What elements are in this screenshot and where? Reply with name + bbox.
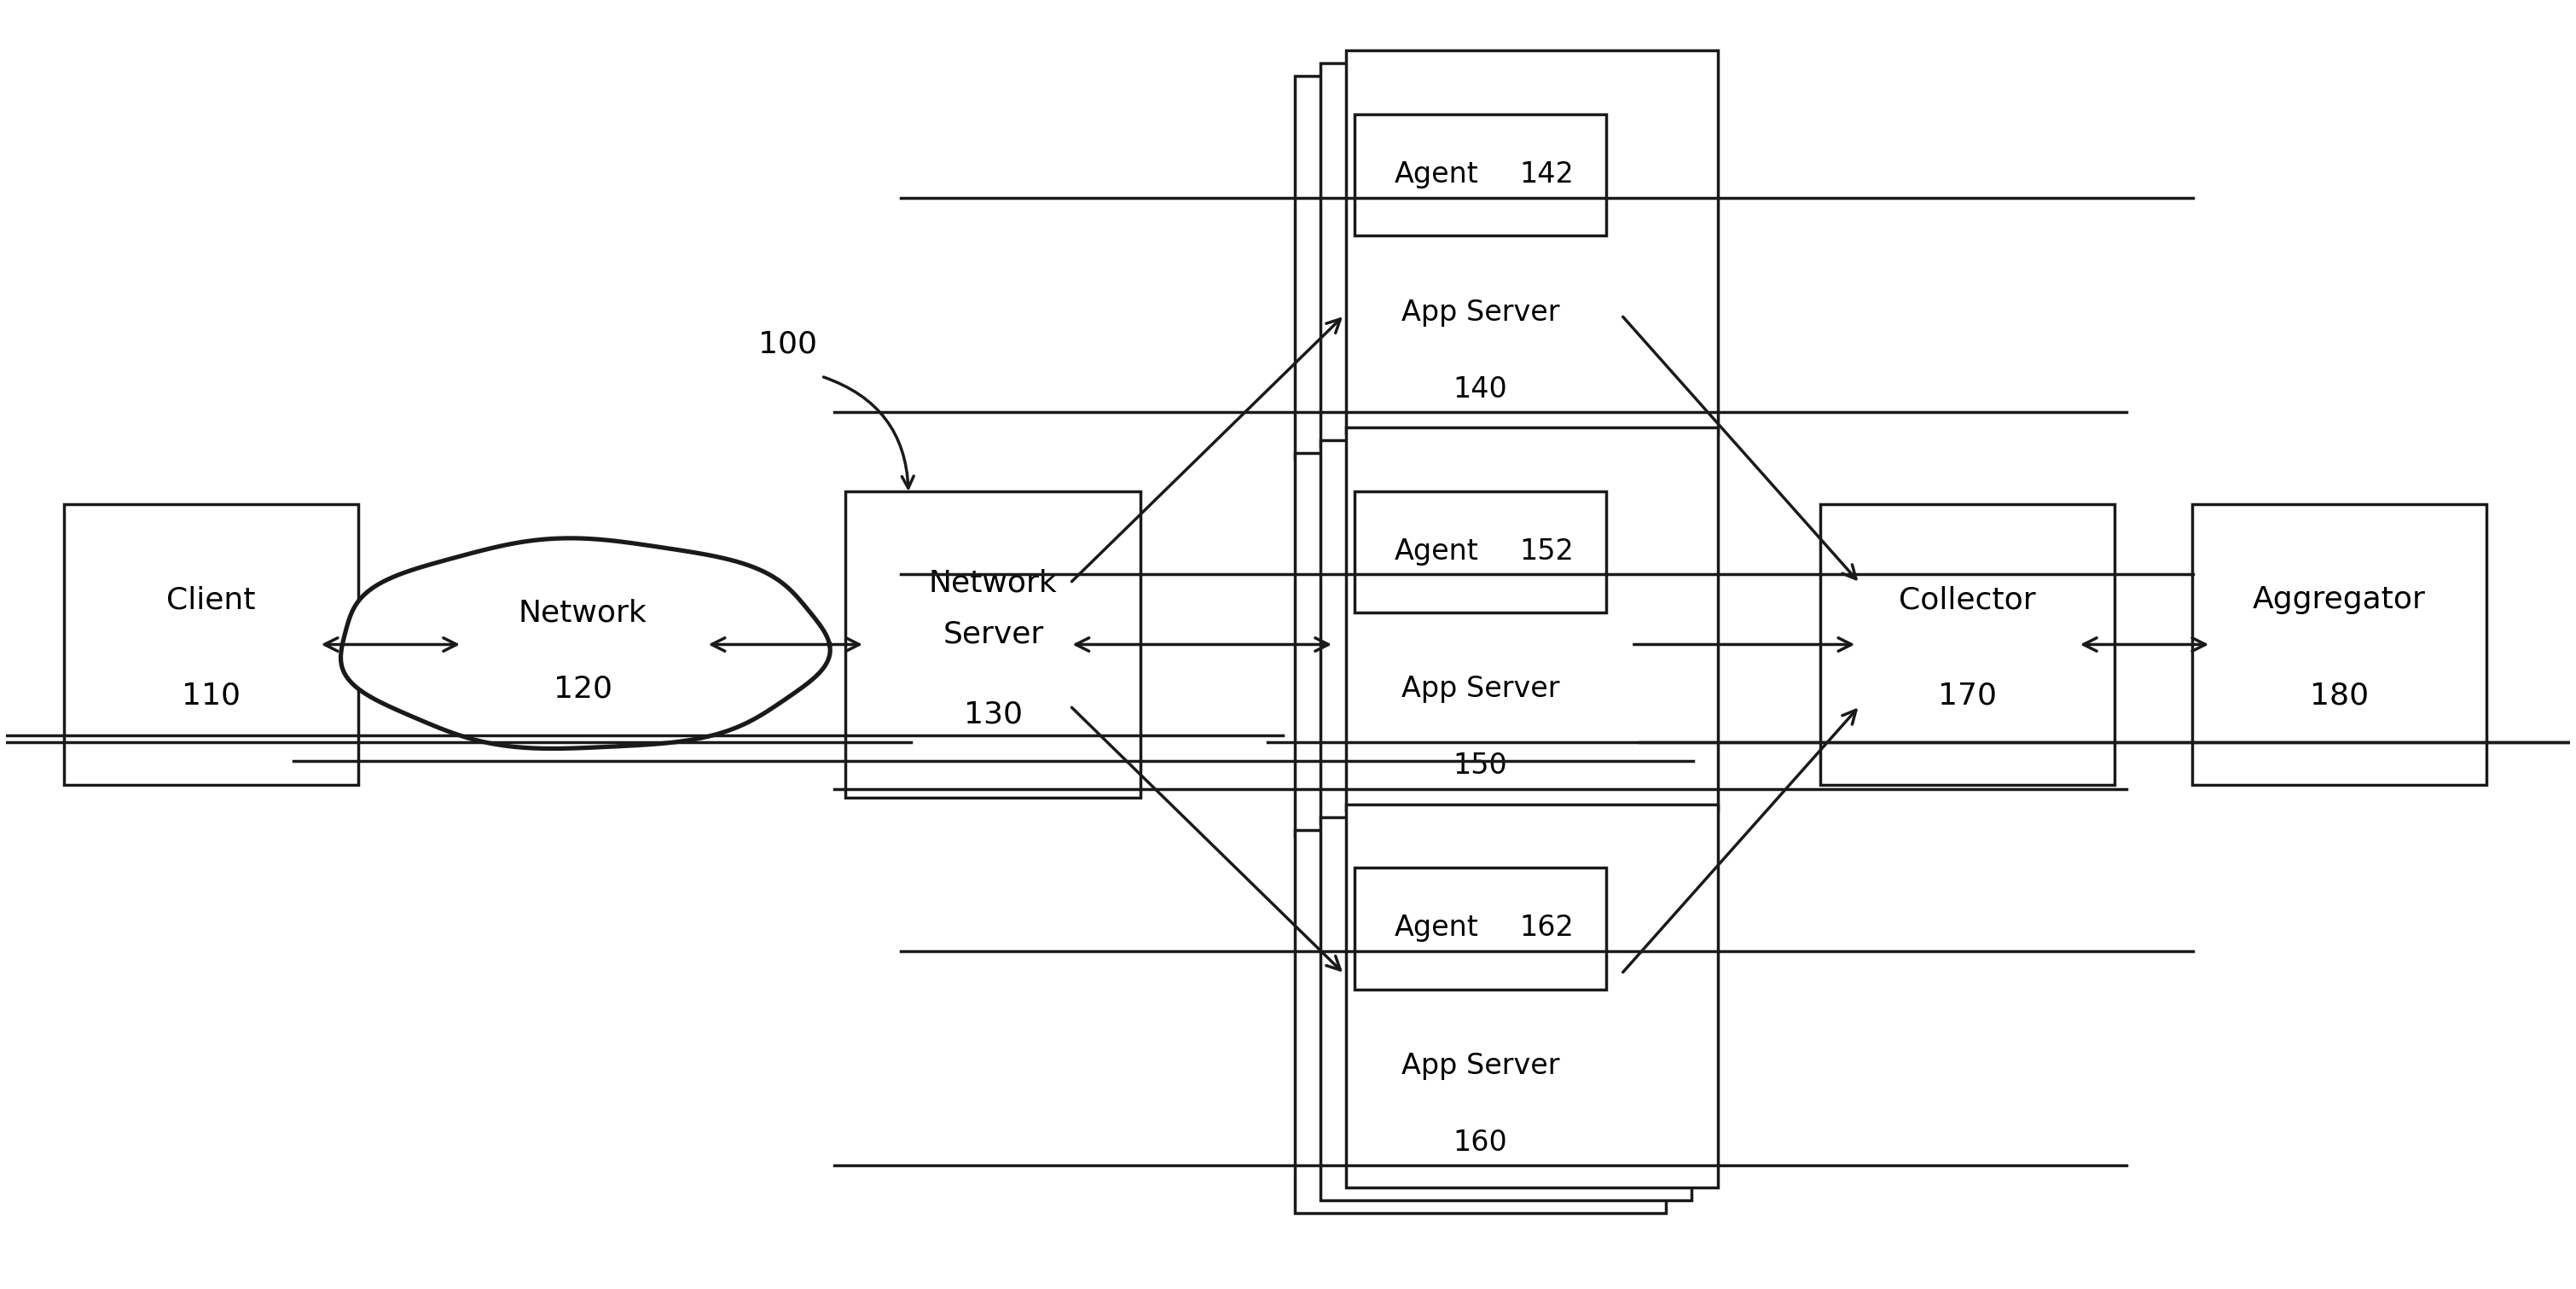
- Text: 160: 160: [1453, 1128, 1507, 1156]
- Text: Server: Server: [943, 620, 1043, 648]
- Text: Aggregator: Aggregator: [2254, 585, 2427, 615]
- Text: App Server: App Server: [1401, 298, 1558, 326]
- Text: 140: 140: [1453, 375, 1507, 403]
- Text: 130: 130: [963, 700, 1023, 730]
- Text: App Server: App Server: [1401, 675, 1558, 704]
- Text: Network: Network: [518, 598, 647, 626]
- Text: 180: 180: [2311, 681, 2370, 710]
- Text: 120: 120: [554, 674, 613, 704]
- Text: 170: 170: [1937, 681, 1996, 710]
- FancyBboxPatch shape: [1345, 428, 1718, 811]
- FancyBboxPatch shape: [1355, 867, 1605, 990]
- FancyBboxPatch shape: [845, 491, 1141, 798]
- FancyBboxPatch shape: [1319, 440, 1692, 824]
- FancyBboxPatch shape: [1293, 830, 1667, 1213]
- FancyBboxPatch shape: [1821, 504, 2115, 785]
- Text: Collector: Collector: [1899, 585, 2035, 615]
- Text: 100: 100: [757, 330, 817, 358]
- Polygon shape: [340, 539, 829, 749]
- FancyBboxPatch shape: [1293, 76, 1667, 459]
- FancyBboxPatch shape: [1345, 50, 1718, 434]
- Text: Agent: Agent: [1394, 914, 1479, 942]
- FancyBboxPatch shape: [1319, 63, 1692, 446]
- Text: 162: 162: [1520, 914, 1574, 942]
- Text: 150: 150: [1453, 751, 1507, 780]
- FancyBboxPatch shape: [64, 504, 358, 785]
- FancyBboxPatch shape: [1319, 817, 1692, 1200]
- Text: 142: 142: [1520, 160, 1574, 188]
- Text: 152: 152: [1520, 538, 1574, 566]
- Text: Client: Client: [167, 585, 255, 615]
- Text: App Server: App Server: [1401, 1052, 1558, 1080]
- Text: Agent: Agent: [1394, 160, 1479, 188]
- Text: Agent: Agent: [1394, 538, 1479, 566]
- FancyBboxPatch shape: [1345, 804, 1718, 1187]
- Text: 110: 110: [183, 681, 240, 710]
- Text: Network: Network: [930, 568, 1056, 598]
- FancyBboxPatch shape: [1355, 491, 1605, 612]
- FancyBboxPatch shape: [2192, 504, 2486, 785]
- FancyBboxPatch shape: [1293, 452, 1667, 837]
- FancyBboxPatch shape: [1355, 115, 1605, 236]
